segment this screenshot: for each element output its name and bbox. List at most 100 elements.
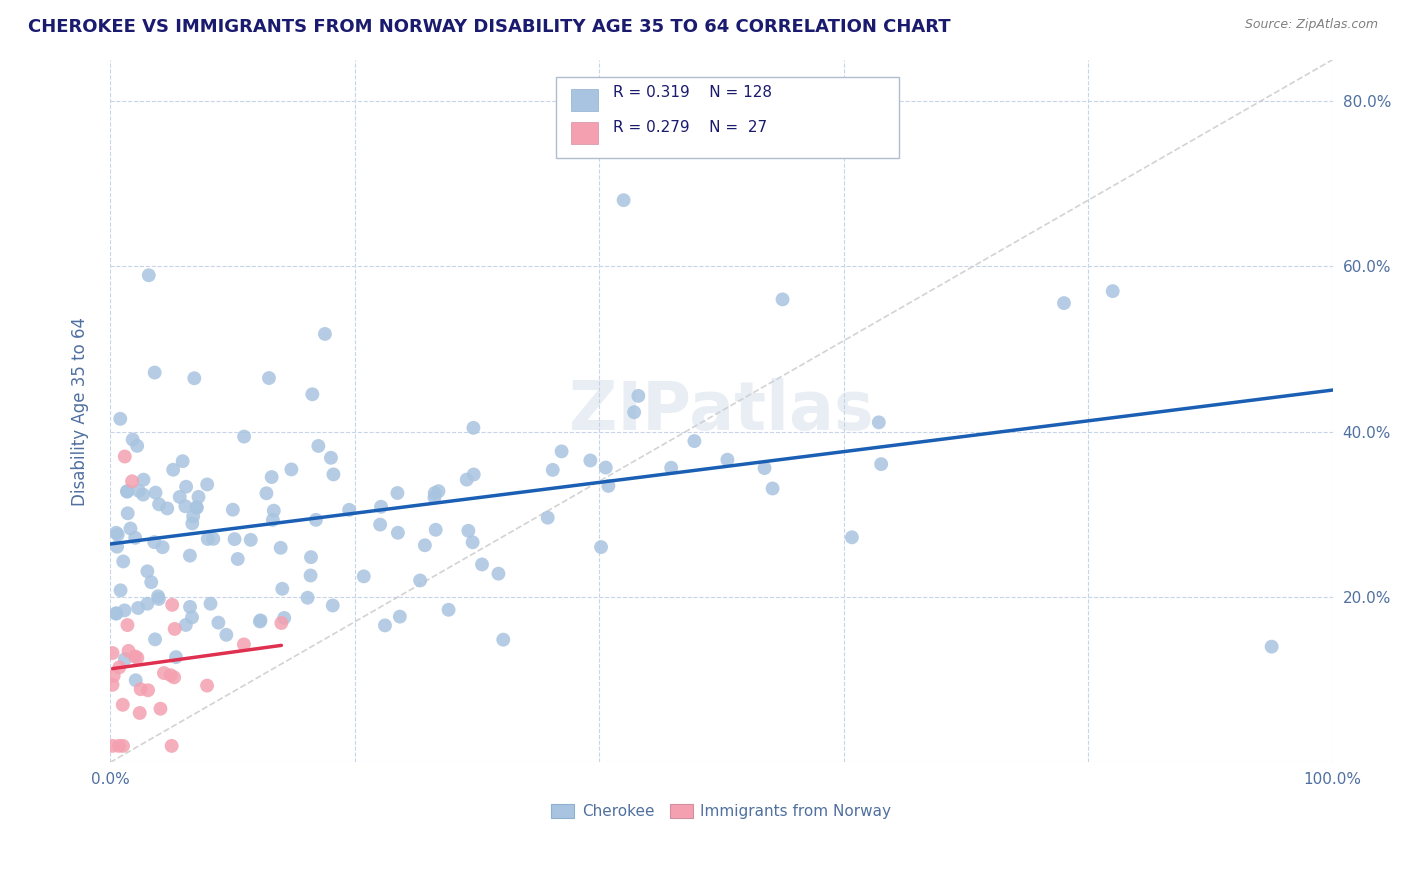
Point [105, 540, 128, 554]
Point [105, 525, 128, 540]
Point [149, 702, 172, 716]
Point [627, 389, 650, 403]
Point [457, 524, 479, 538]
Point [270, 541, 292, 555]
Point [537, 510, 560, 524]
Point [215, 628, 238, 642]
Point [112, 554, 135, 568]
Point [1101, 284, 1123, 298]
Point [132, 488, 155, 502]
Point [124, 531, 146, 545]
Point [319, 450, 342, 465]
Point [437, 603, 460, 617]
Point [263, 504, 285, 518]
Text: R = 0.279    N =  27: R = 0.279 N = 27 [613, 120, 766, 136]
Point [112, 739, 135, 753]
Point [374, 618, 396, 632]
Point [156, 501, 179, 516]
Point [423, 486, 446, 500]
Y-axis label: Disability Age 35 to 64: Disability Age 35 to 64 [72, 317, 89, 506]
Point [249, 613, 271, 627]
Point [160, 739, 183, 753]
Point [301, 387, 323, 401]
Point [163, 622, 186, 636]
Point [239, 533, 262, 547]
Point [413, 538, 436, 552]
Point [613, 193, 636, 207]
Text: ZIPatlas: ZIPatlas [569, 378, 873, 444]
Point [659, 460, 682, 475]
Point [148, 497, 170, 511]
Point [297, 591, 319, 605]
Point [280, 462, 302, 476]
Point [121, 433, 143, 447]
Point [114, 450, 136, 464]
Point [181, 516, 204, 531]
Point [868, 415, 890, 429]
Point [409, 574, 432, 588]
Point [179, 549, 201, 563]
Point [132, 473, 155, 487]
Point [138, 268, 160, 283]
Point [117, 618, 139, 632]
Point [162, 463, 184, 477]
Point [169, 490, 191, 504]
Point [145, 485, 167, 500]
Point [207, 615, 229, 630]
Point [1053, 296, 1076, 310]
Point [370, 500, 392, 514]
Point [108, 660, 131, 674]
Point [114, 652, 136, 666]
Point [117, 644, 139, 658]
Point [163, 670, 186, 684]
Point [152, 540, 174, 554]
Point [754, 461, 776, 475]
Point [101, 739, 124, 753]
Point [387, 486, 409, 500]
Point [127, 601, 149, 615]
Point [127, 439, 149, 453]
Point [174, 480, 197, 494]
Point [270, 615, 292, 630]
Point [471, 558, 494, 572]
Point [121, 475, 143, 489]
Point [1260, 640, 1282, 654]
Point [222, 502, 245, 516]
Point [127, 650, 149, 665]
Point [299, 568, 322, 582]
Point [314, 326, 336, 341]
Point [202, 532, 225, 546]
Point [143, 535, 166, 549]
Bar [571, 122, 598, 144]
Point [124, 649, 146, 664]
Point [589, 540, 612, 554]
Point [136, 683, 159, 698]
Text: R = 0.319    N = 128: R = 0.319 N = 128 [613, 85, 772, 100]
Point [179, 599, 201, 614]
Point [101, 678, 124, 692]
Point [423, 491, 446, 505]
Point [174, 500, 197, 514]
Point [841, 530, 863, 544]
Point [368, 517, 391, 532]
Point [186, 500, 208, 515]
Point [117, 506, 139, 520]
Point [595, 460, 617, 475]
Point [579, 453, 602, 467]
Point [186, 500, 208, 515]
Point [107, 739, 129, 753]
Point [129, 682, 152, 697]
Point [772, 293, 794, 307]
Point [461, 535, 484, 549]
Point [148, 591, 170, 606]
Point [388, 609, 411, 624]
Point [260, 470, 283, 484]
Point [224, 532, 246, 546]
Legend: Cherokee, Immigrants from Norway: Cherokee, Immigrants from Norway [546, 797, 897, 825]
Point [254, 486, 277, 500]
Point [136, 597, 159, 611]
Point [463, 467, 485, 482]
Point [105, 607, 128, 621]
Point [761, 482, 783, 496]
Point [160, 598, 183, 612]
